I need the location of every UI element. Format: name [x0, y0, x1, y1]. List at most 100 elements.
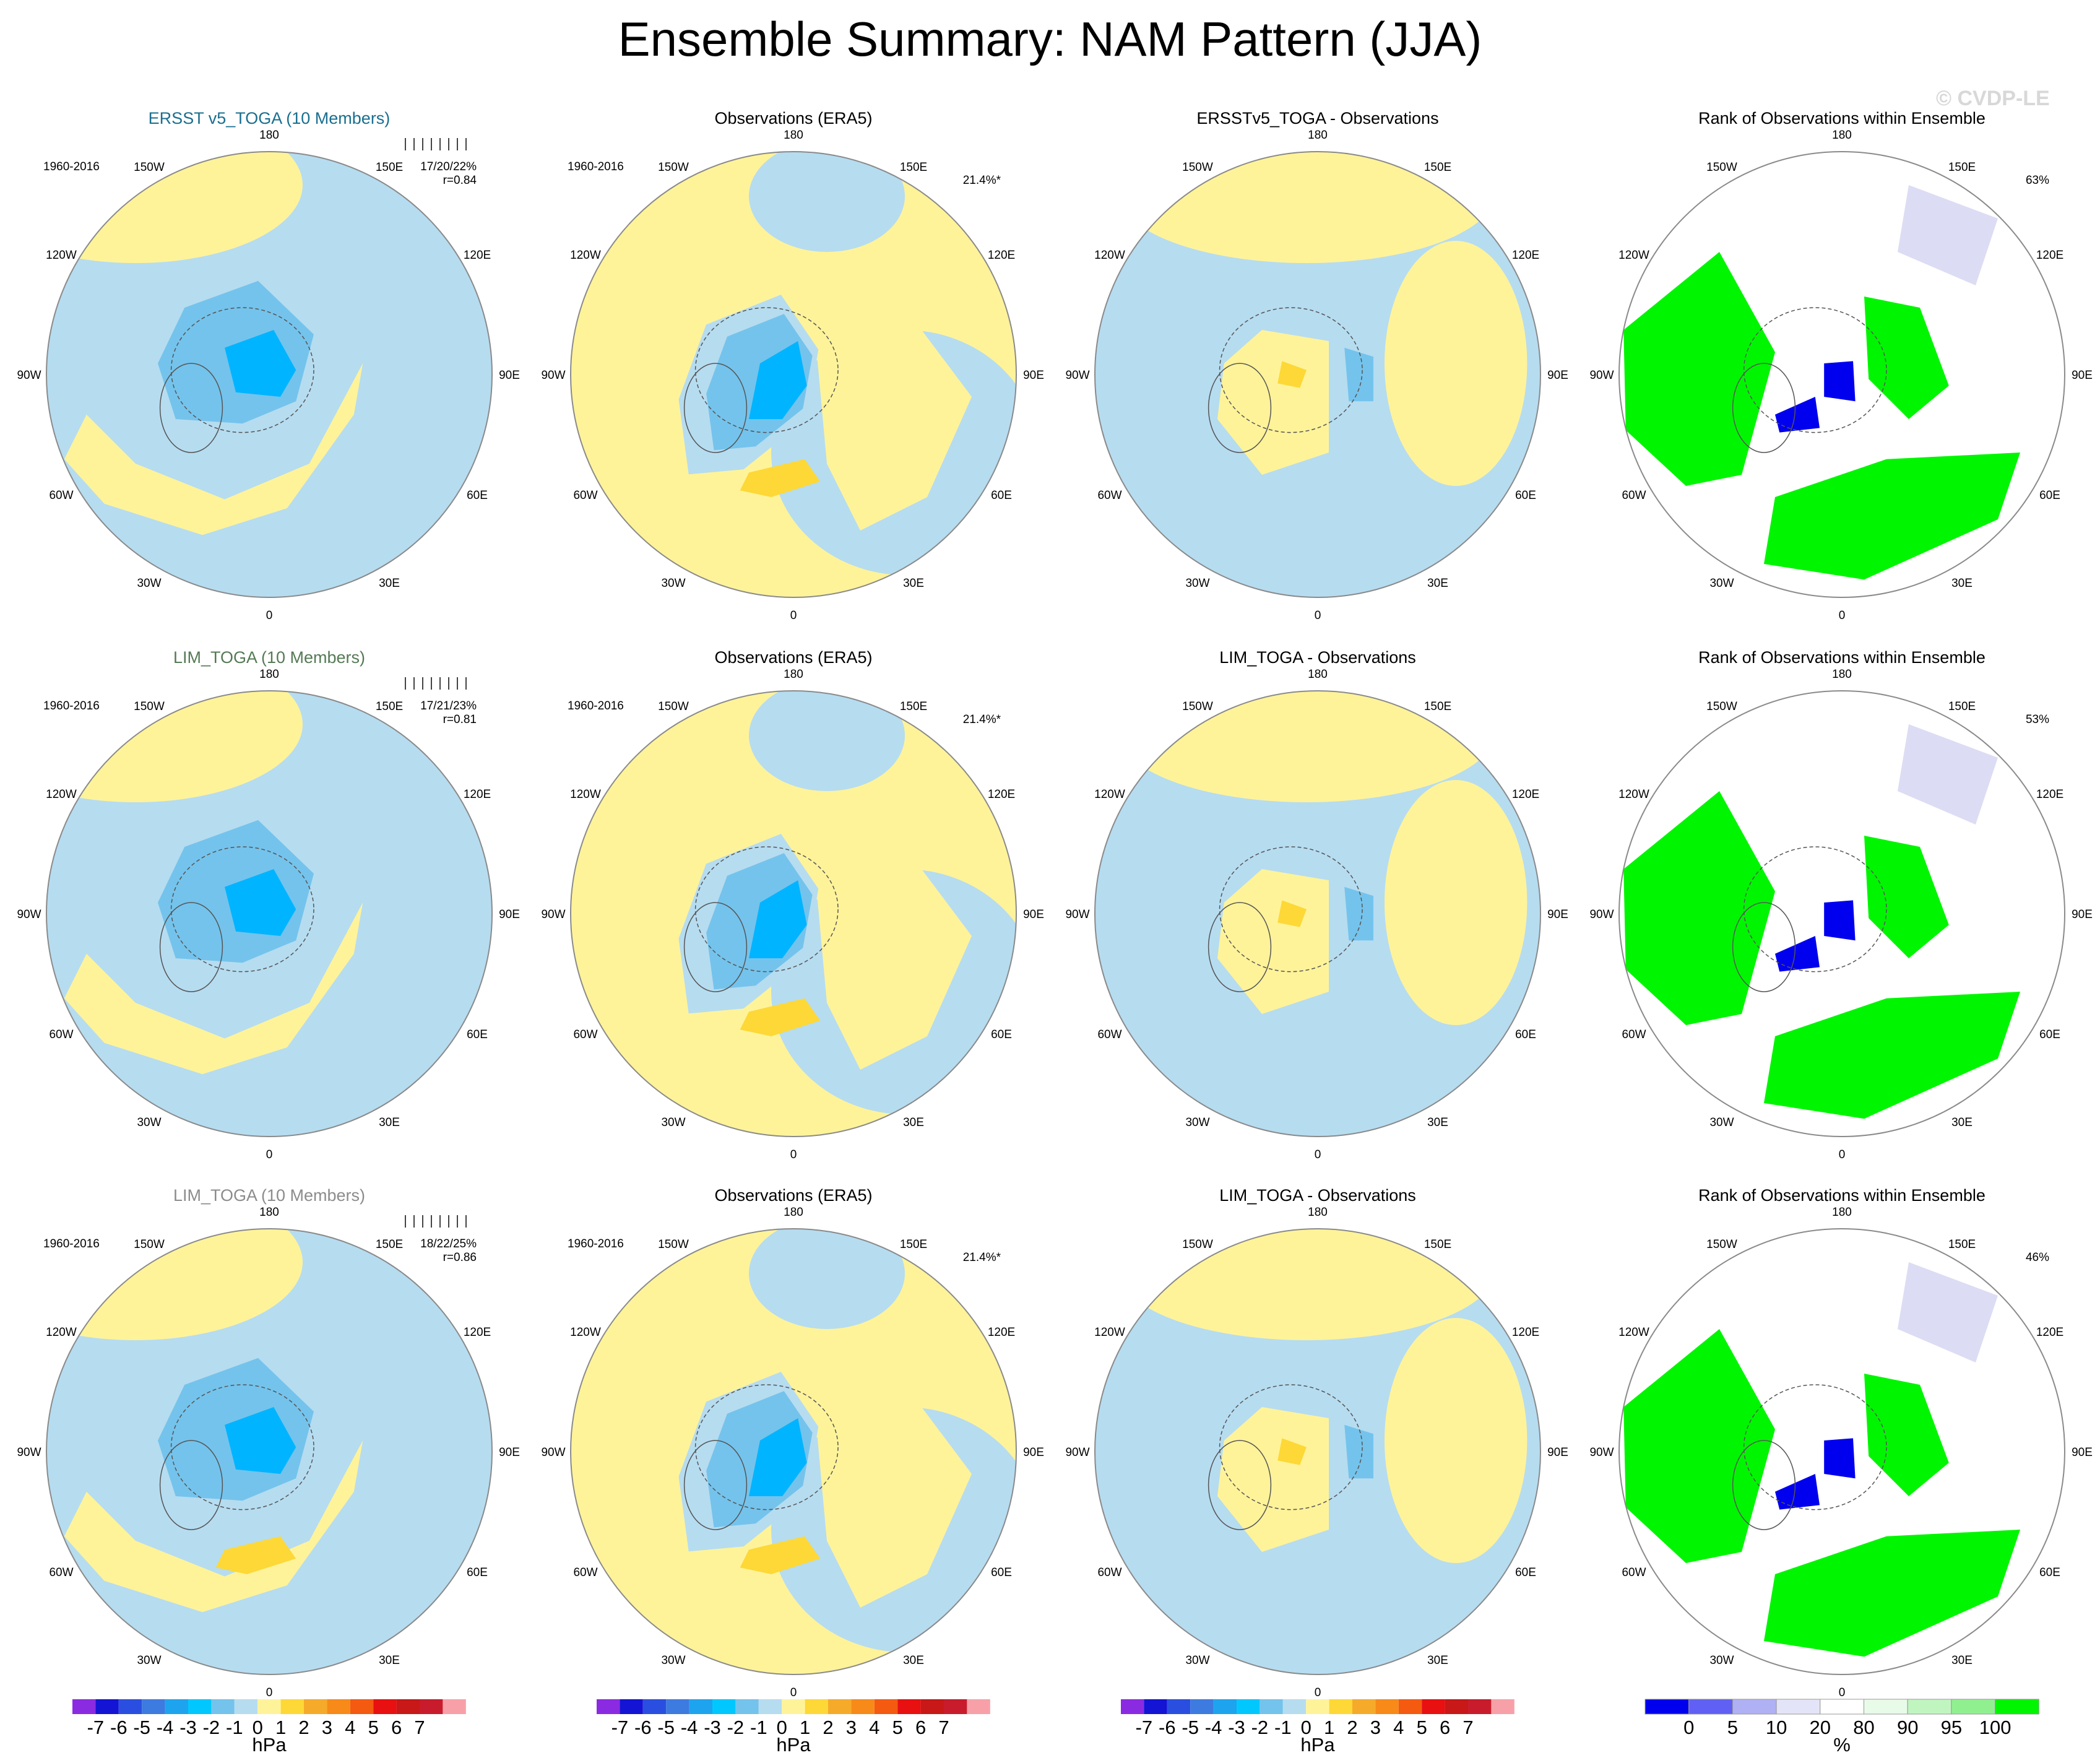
- map-fill-layer: [571, 152, 1016, 597]
- colorbar-swatch: [327, 1699, 350, 1714]
- lon-label: 150W: [134, 700, 165, 713]
- lon-label: 120E: [2036, 1326, 2063, 1339]
- fill-positive-center: [1217, 1407, 1329, 1552]
- lon-label: 90W: [1589, 1446, 1614, 1459]
- map-outline: [46, 1228, 493, 1675]
- fill-rank-green-south: [1764, 453, 2020, 580]
- lon-label: 30E: [903, 1654, 924, 1667]
- colorbar-swatch: [1190, 1699, 1214, 1714]
- lon-label: 60W: [573, 1566, 597, 1579]
- fill-positive-east: [1385, 241, 1527, 486]
- colorbar-swatch: [1468, 1699, 1492, 1714]
- pattern-correlation: r=0.84: [443, 174, 477, 187]
- colorbar-label: 0: [777, 1717, 787, 1738]
- lon-label: 60E: [991, 1566, 1012, 1579]
- colorbar-swatch: [165, 1699, 188, 1714]
- colorbar-label: 4: [869, 1717, 879, 1738]
- lon-label: 60W: [1097, 1028, 1121, 1041]
- map-outline: [570, 690, 1017, 1137]
- lon-label: 60E: [991, 1028, 1012, 1041]
- lon-label: 150W: [1182, 1238, 1213, 1251]
- map-panel-r2-c2: 180 150E 120E 90E 60E 30E 0 30W 60W 90W 120W 150W Ob…: [541, 648, 1044, 1161]
- colorbar-label: 20: [1810, 1717, 1831, 1738]
- colorbar-swatch: [443, 1699, 466, 1714]
- fill-negative-core: [749, 880, 807, 958]
- period-label: 1960-2016: [568, 160, 624, 173]
- panel-title-observations: Observations (ERA5): [714, 648, 872, 667]
- colorbar-label: 7: [938, 1717, 949, 1738]
- panel-title-ensemble: LIM_TOGA (10 Members): [173, 1186, 365, 1205]
- fill-rank-green-south: [1764, 992, 2020, 1119]
- colorbar-label: -5: [657, 1717, 675, 1738]
- map-fill-layer: [571, 691, 1016, 1137]
- colorbar-label: 3: [322, 1717, 332, 1738]
- colorbar-percent: 0 5 10 20 80 90 95 100%: [1644, 1699, 2039, 1756]
- colorbar-label: 5: [1727, 1717, 1738, 1738]
- period-label: 1960-2016: [43, 1237, 100, 1250]
- colorbar-label: -2: [203, 1717, 220, 1738]
- coastline-greenland: [1208, 363, 1272, 453]
- colorbar-label: 1: [1324, 1717, 1334, 1738]
- map-panel-r3-c3: 180 150E 120E 90E 60E 30E 0 30W 60W 90W 120W 150W LI…: [1065, 1186, 1568, 1699]
- lon-label: 120E: [988, 1326, 1015, 1339]
- lon-label: 180: [784, 668, 803, 681]
- fill-rank-blue-core: [1824, 1438, 1856, 1479]
- coastline-arctic: [170, 1384, 314, 1510]
- colorbar-label: 7: [414, 1717, 425, 1738]
- colorbar-label: -4: [157, 1717, 174, 1738]
- lon-label: 90W: [1065, 908, 1089, 921]
- lon-label: 90E: [1023, 908, 1044, 921]
- lon-label: 0: [1315, 1148, 1321, 1161]
- colorbar-swatch: [280, 1699, 304, 1714]
- colorbar-label: 2: [1347, 1717, 1357, 1738]
- lon-label: 30E: [379, 1116, 400, 1129]
- colorbar-label: -3: [179, 1717, 197, 1738]
- colorbar-swatch: [642, 1699, 667, 1714]
- lon-label: 90E: [1547, 1446, 1568, 1459]
- fill-negative-north: [749, 152, 905, 252]
- fill-positive-top: [1117, 691, 1496, 803]
- lon-label: 0: [1839, 1686, 1846, 1699]
- obs-variance: 21.4%*: [963, 174, 1001, 187]
- fill-negative-core: [1344, 1424, 1373, 1479]
- lon-label: 180: [1832, 1206, 1852, 1219]
- coastline-greenland: [683, 1440, 748, 1530]
- colorbar-swatch: [782, 1699, 805, 1714]
- lon-label: 90E: [2072, 1446, 2093, 1459]
- lon-label: 150W: [1706, 700, 1737, 713]
- colorbar-swatch: [257, 1699, 281, 1714]
- fill-positive-band: [64, 363, 363, 535]
- lon-label: 150E: [1948, 1238, 1976, 1251]
- map-panel-r2-c1: 180 150E 120E 90E 60E 30E 0 30W 60W 90W 120W 150W LI…: [17, 648, 519, 1161]
- lon-label: 90E: [1547, 369, 1568, 382]
- colorbar-swatch: [1422, 1699, 1445, 1714]
- colorbar-swatch: [874, 1699, 898, 1714]
- lon-label: 90W: [1065, 1446, 1089, 1459]
- fill-positive-blob: [740, 998, 821, 1036]
- colorbar-unit: hPa: [1300, 1734, 1335, 1756]
- rank-percent: 63%: [2026, 174, 2049, 187]
- lon-label: 90W: [1589, 369, 1614, 382]
- colorbar-swatch: [666, 1699, 689, 1714]
- colorbar-swatch: [1776, 1699, 1821, 1715]
- lon-label: 120E: [1512, 249, 1539, 262]
- map-fill-layer: [571, 1229, 1016, 1674]
- colorbar-swatch: [758, 1699, 782, 1714]
- lon-label: 30E: [1427, 577, 1448, 590]
- lon-label: 120W: [46, 1326, 77, 1339]
- lon-label: 90E: [1023, 1446, 1044, 1459]
- colorbar-label: 2: [298, 1717, 309, 1738]
- lon-label: 30W: [1709, 1654, 1734, 1667]
- map-outline: [1618, 690, 2065, 1137]
- lon-label: 120W: [1618, 788, 1649, 801]
- colorbar-swatch: [1144, 1699, 1167, 1714]
- map-fill-layer: [1619, 152, 2065, 597]
- colorbar-swatch: [142, 1699, 165, 1714]
- lon-label: 120W: [46, 249, 77, 262]
- period-label: 1960-2016: [568, 1237, 624, 1250]
- lon-label: 150W: [1706, 161, 1737, 174]
- lon-label: 90W: [1589, 908, 1614, 921]
- colorbar-label: -3: [704, 1717, 721, 1738]
- colorbar-swatch: [1329, 1699, 1352, 1714]
